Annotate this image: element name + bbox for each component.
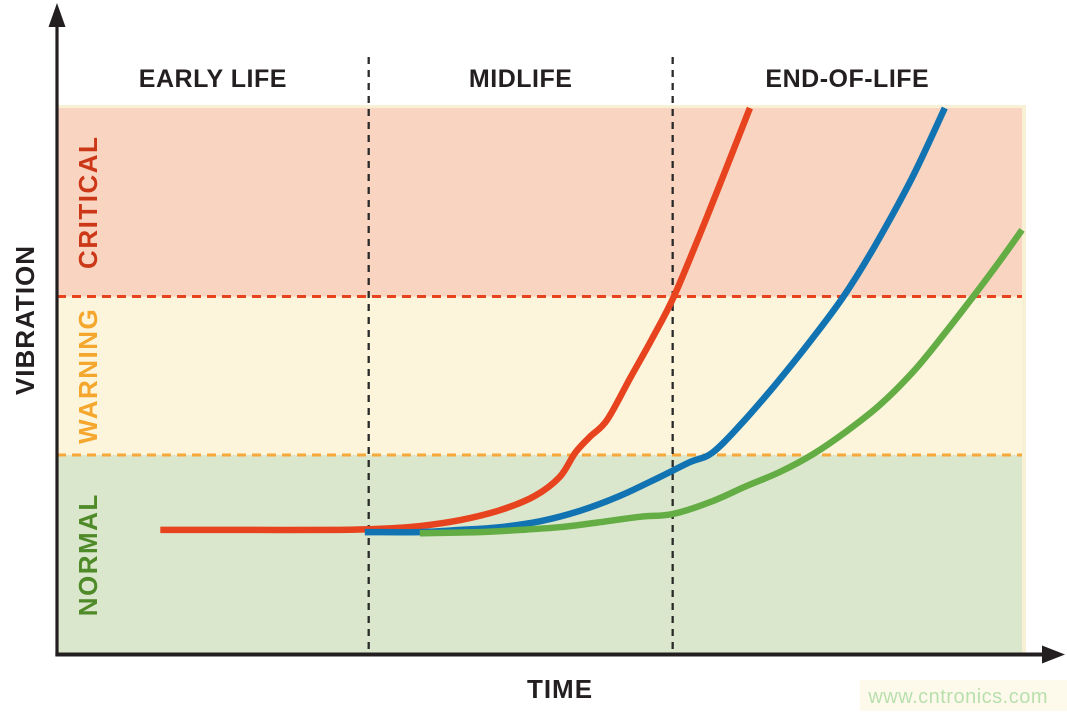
- phase-label-end-of-life: END-OF-LIFE: [765, 65, 929, 93]
- zone-band-warning: [57, 296, 1022, 456]
- zone-threshold-lines: [57, 295, 1022, 457]
- watermark: www.cntronics.com: [867, 686, 1048, 708]
- zone-label-critical: CRITICAL: [73, 136, 103, 269]
- phase-label-midlife: MIDLIFE: [469, 65, 573, 93]
- vibration-curves: [160, 106, 1025, 537]
- y-axis-label: VIBRATION: [10, 245, 40, 395]
- x-axis-arrowhead-icon: [1042, 645, 1065, 664]
- zone-label-warning: WARNING: [73, 308, 103, 444]
- phase-label-early-life: EARLY LIFE: [139, 65, 287, 93]
- slow-degradation-curve: [419, 228, 1025, 537]
- zone-bands: [57, 108, 1022, 655]
- zone-band-critical: [57, 108, 1022, 297]
- phase-boundary-lines: [367, 57, 674, 655]
- zone-band-normal: [57, 455, 1022, 655]
- phase-labels: EARLY LIFE MIDLIFE END-OF-LIFE: [139, 65, 929, 93]
- moderate-degradation-curve: [364, 106, 948, 536]
- x-axis-label: TIME: [527, 674, 593, 704]
- zone-labels: NORMAL WARNING CRITICAL: [73, 136, 103, 617]
- watermark-strip: [860, 680, 1067, 711]
- zone-label-normal: NORMAL: [73, 493, 103, 616]
- y-axis-arrowhead-icon: [48, 3, 66, 27]
